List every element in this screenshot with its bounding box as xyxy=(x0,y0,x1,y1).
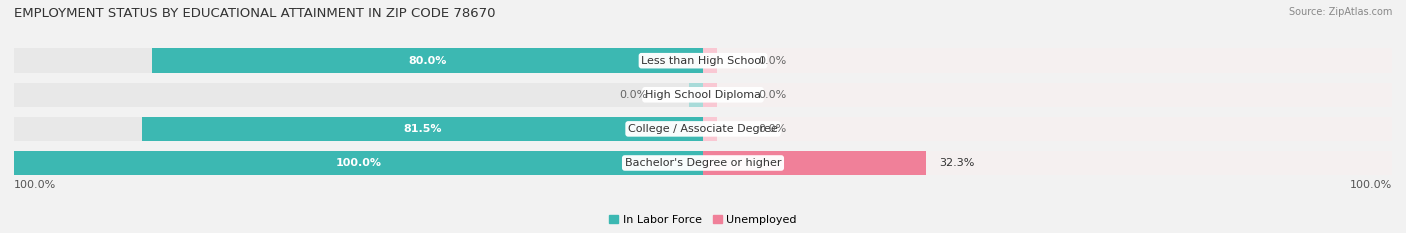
Text: Source: ZipAtlas.com: Source: ZipAtlas.com xyxy=(1288,7,1392,17)
Bar xyxy=(703,48,1392,73)
Bar xyxy=(703,48,717,73)
Text: 0.0%: 0.0% xyxy=(758,56,786,66)
Text: Less than High School: Less than High School xyxy=(641,56,765,66)
Text: Bachelor's Degree or higher: Bachelor's Degree or higher xyxy=(624,158,782,168)
Text: 100.0%: 100.0% xyxy=(1350,180,1392,190)
Text: 0.0%: 0.0% xyxy=(758,124,786,134)
Bar xyxy=(703,82,717,107)
Bar xyxy=(703,82,1392,107)
Text: High School Diploma: High School Diploma xyxy=(645,90,761,100)
Bar xyxy=(152,48,703,73)
Text: 0.0%: 0.0% xyxy=(758,90,786,100)
Bar xyxy=(14,151,703,175)
Text: 0.0%: 0.0% xyxy=(620,90,648,100)
Legend: In Labor Force, Unemployed: In Labor Force, Unemployed xyxy=(605,210,801,229)
Text: 100.0%: 100.0% xyxy=(336,158,381,168)
Text: 80.0%: 80.0% xyxy=(408,56,447,66)
Text: 32.3%: 32.3% xyxy=(939,158,974,168)
Text: 81.5%: 81.5% xyxy=(404,124,441,134)
Bar xyxy=(689,82,703,107)
Bar xyxy=(14,116,703,141)
Text: EMPLOYMENT STATUS BY EDUCATIONAL ATTAINMENT IN ZIP CODE 78670: EMPLOYMENT STATUS BY EDUCATIONAL ATTAINM… xyxy=(14,7,495,20)
Bar xyxy=(703,116,1392,141)
Bar xyxy=(14,151,703,175)
Bar xyxy=(703,151,1392,175)
Bar xyxy=(703,116,717,141)
Bar xyxy=(14,48,703,73)
Text: College / Associate Degree: College / Associate Degree xyxy=(628,124,778,134)
Bar xyxy=(142,116,703,141)
Bar xyxy=(703,151,925,175)
Bar xyxy=(14,82,703,107)
Text: 100.0%: 100.0% xyxy=(14,180,56,190)
